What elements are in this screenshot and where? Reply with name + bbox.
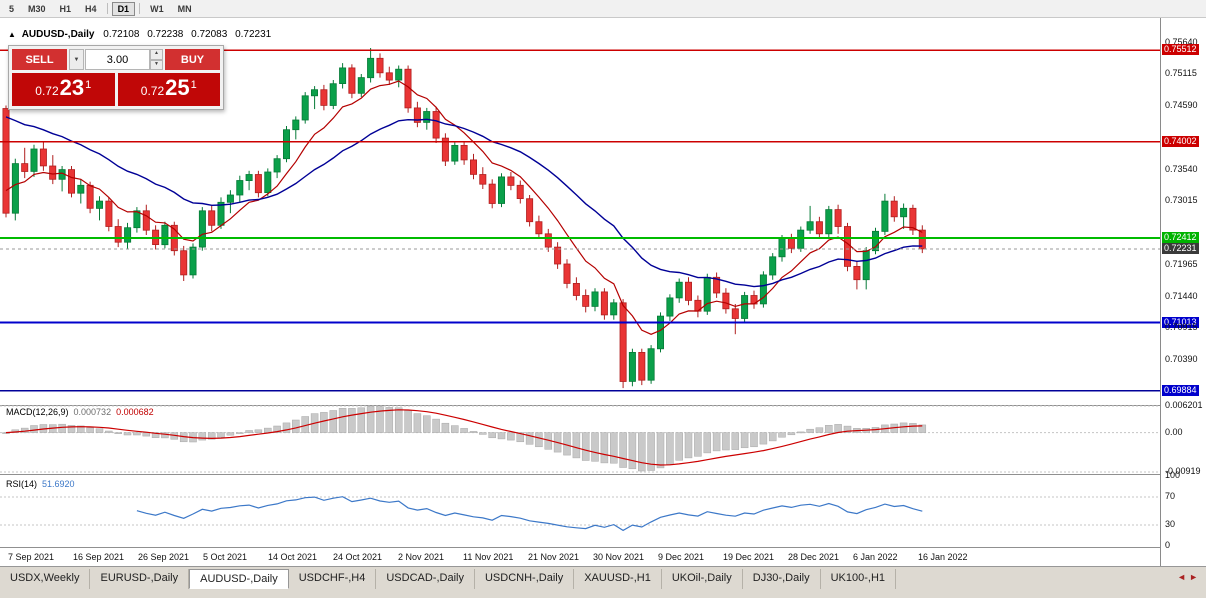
timeframe-h1[interactable]: H1 — [59, 3, 72, 14]
axis-label-100: 100 — [1165, 470, 1181, 480]
symbol-direction-up-icon: ▲ — [8, 30, 16, 39]
rsi-label: RSI(14) 51.6920 — [6, 479, 75, 489]
open-value: 0.72108 — [103, 29, 140, 40]
one-click-trade-panel: SELL ▼ 3.00 ▲ ▼ BUY 0.72 23 1 0.72 25 1 — [8, 45, 224, 110]
tab-usdchf-h4[interactable]: USDCHF-,H4 — [289, 569, 377, 589]
axis-label-0.71440: 0.71440 — [1165, 290, 1198, 301]
timeframe-w1[interactable]: W1 — [150, 3, 164, 14]
sell-button[interactable]: SELL — [12, 49, 67, 70]
date-label-1: 16 Sep 2021 — [73, 552, 125, 562]
date-label-3: 5 Oct 2021 — [203, 552, 248, 562]
buy-price-pips: 25 — [165, 75, 190, 100]
tab-eurusd-daily[interactable]: EURUSD-,Daily — [90, 569, 190, 589]
rsi-name: RSI(14) — [6, 479, 38, 489]
tab-ukoil-daily[interactable]: UKOil-,Daily — [662, 569, 743, 589]
chart-canvas[interactable] — [0, 18, 1160, 566]
axis-label-0.72231: 0.72231 — [1162, 242, 1199, 254]
date-label-9: 30 Nov 2021 — [593, 552, 645, 562]
date-label-10: 9 Dec 2021 — [658, 552, 705, 562]
axis-label-0.72412: 0.72412 — [1162, 231, 1199, 243]
volume-dropdown-icon[interactable]: ▼ — [69, 49, 84, 70]
macd-name: MACD(12,26,9) — [6, 407, 69, 417]
tab-uk100-h1[interactable]: UK100-,H1 — [821, 569, 897, 589]
buy-price-prefix: 0.72 — [140, 84, 165, 98]
buy-button[interactable]: BUY — [165, 49, 220, 70]
date-label-12: 28 Dec 2021 — [788, 552, 840, 562]
axis-label--0.00919: -0.00919 — [1165, 466, 1201, 476]
axis-label-0.69884: 0.69884 — [1162, 384, 1199, 396]
symbol-tab-bar: USDX,Weekly EURUSD-,Daily AUDUSD-,Daily USD… — [0, 566, 1206, 598]
axis-label-70: 70 — [1165, 491, 1176, 501]
volume-stepper: ▲ ▼ — [150, 49, 163, 70]
sell-price-display[interactable]: 0.72 23 1 — [12, 73, 115, 106]
timeframe-5[interactable]: 5 — [9, 3, 15, 14]
axis-label-0.71013: 0.71013 — [1162, 316, 1199, 328]
timeframe-mn[interactable]: MN — [177, 3, 192, 14]
tab-xauusd-h1[interactable]: XAUUSD-,H1 — [574, 569, 662, 589]
high-value: 0.72238 — [147, 29, 184, 40]
volume-input[interactable]: 3.00 — [85, 49, 150, 70]
price-axis[interactable]: 0.75640 0.75512 0.75115 0.74590 0.74002 0.735… — [1160, 18, 1206, 566]
axis-label-0: 0 — [1165, 540, 1171, 550]
date-label-13: 6 Jan 2022 — [853, 552, 898, 562]
date-label-2: 26 Sep 2021 — [138, 552, 190, 562]
timeframe-d1[interactable]: D1 — [111, 1, 136, 16]
axis-label-0.70915: 0.70915 — [1165, 322, 1198, 333]
chart-header: ▲ AUDUSD-,Daily 0.72108 0.72238 0.72083 … — [8, 29, 276, 40]
date-label-7: 11 Nov 2021 — [463, 552, 514, 562]
axis-label-0.75640: 0.75640 — [1165, 36, 1198, 47]
tab-scroll-right-icon[interactable]: ► — [1189, 572, 1198, 582]
sell-price-point: 1 — [85, 79, 92, 91]
tab-usdx-weekly[interactable]: USDX,Weekly — [0, 569, 91, 589]
axis-label-0.00: 0.00 — [1165, 426, 1183, 437]
axis-label-0.75512: 0.75512 — [1162, 44, 1199, 56]
axis-label-0.71965: 0.71965 — [1165, 258, 1198, 269]
axis-label-0.73015: 0.73015 — [1165, 195, 1198, 206]
chart-symbol-label: AUDUSD-,Daily — [21, 29, 95, 40]
axis-label-30: 30 — [1165, 519, 1176, 529]
tab-scroll-controls: ◄ ► — [1177, 569, 1206, 582]
timeframe-m30[interactable]: M30 — [28, 3, 46, 14]
date-axis[interactable]: 7 Sep 2021 16 Sep 2021 26 Sep 2021 5 Oct 20… — [0, 548, 1160, 566]
close-value: 0.72231 — [235, 29, 272, 40]
date-label-4: 14 Oct 2021 — [268, 552, 318, 562]
axis-label-0.74002: 0.74002 — [1162, 135, 1199, 147]
timeframe-toolbar: 5 M30 H1 H4 D1 W1 MN — [0, 0, 1206, 18]
tab-audusd-daily[interactable]: AUDUSD-,Daily — [189, 569, 289, 589]
date-label-5: 24 Oct 2021 — [333, 552, 383, 562]
sell-price-pips: 23 — [59, 75, 85, 100]
axis-label-0.73540: 0.73540 — [1165, 163, 1198, 174]
volume-up-icon[interactable]: ▲ — [150, 49, 163, 60]
ohlc-values: 0.72108 0.72238 0.72083 0.72231 — [103, 29, 276, 40]
axis-label-0.006201: 0.006201 — [1165, 400, 1203, 410]
date-label-6: 2 Nov 2021 — [398, 552, 445, 562]
axis-label-0.70390: 0.70390 — [1165, 354, 1198, 365]
buy-price-point: 1 — [190, 79, 197, 91]
axis-label-0.75115: 0.75115 — [1165, 68, 1197, 79]
buy-price-display[interactable]: 0.72 25 1 — [117, 73, 220, 106]
rsi-value: 51.6920 — [42, 479, 75, 489]
tab-usdcnh-daily[interactable]: USDCNH-,Daily — [475, 569, 575, 589]
macd-label: MACD(12,26,9) 0.000732 0.000682 — [6, 407, 154, 417]
date-label-14: 16 Jan 2022 — [918, 552, 968, 562]
volume-down-icon[interactable]: ▼ — [150, 59, 163, 70]
axis-label-0.74590: 0.74590 — [1165, 100, 1198, 111]
low-value: 0.72083 — [191, 29, 228, 40]
tab-dj30-daily[interactable]: DJ30-,Daily — [743, 569, 821, 589]
timeframe-h4[interactable]: H4 — [85, 3, 97, 14]
tab-usdcad-daily[interactable]: USDCAD-,Daily — [376, 569, 475, 589]
tab-scroll-left-icon[interactable]: ◄ — [1177, 572, 1187, 582]
date-label-11: 19 Dec 2021 — [723, 552, 775, 562]
symbol-tabs: USDX,Weekly EURUSD-,Daily AUDUSD-,Daily USD… — [0, 569, 897, 589]
macd-signal-value: 0.000682 — [116, 407, 154, 417]
date-label-0: 7 Sep 2021 — [8, 552, 55, 562]
macd-main-value: 0.000732 — [73, 407, 112, 417]
sell-price-prefix: 0.72 — [35, 84, 59, 98]
date-label-8: 21 Nov 2021 — [528, 552, 580, 562]
